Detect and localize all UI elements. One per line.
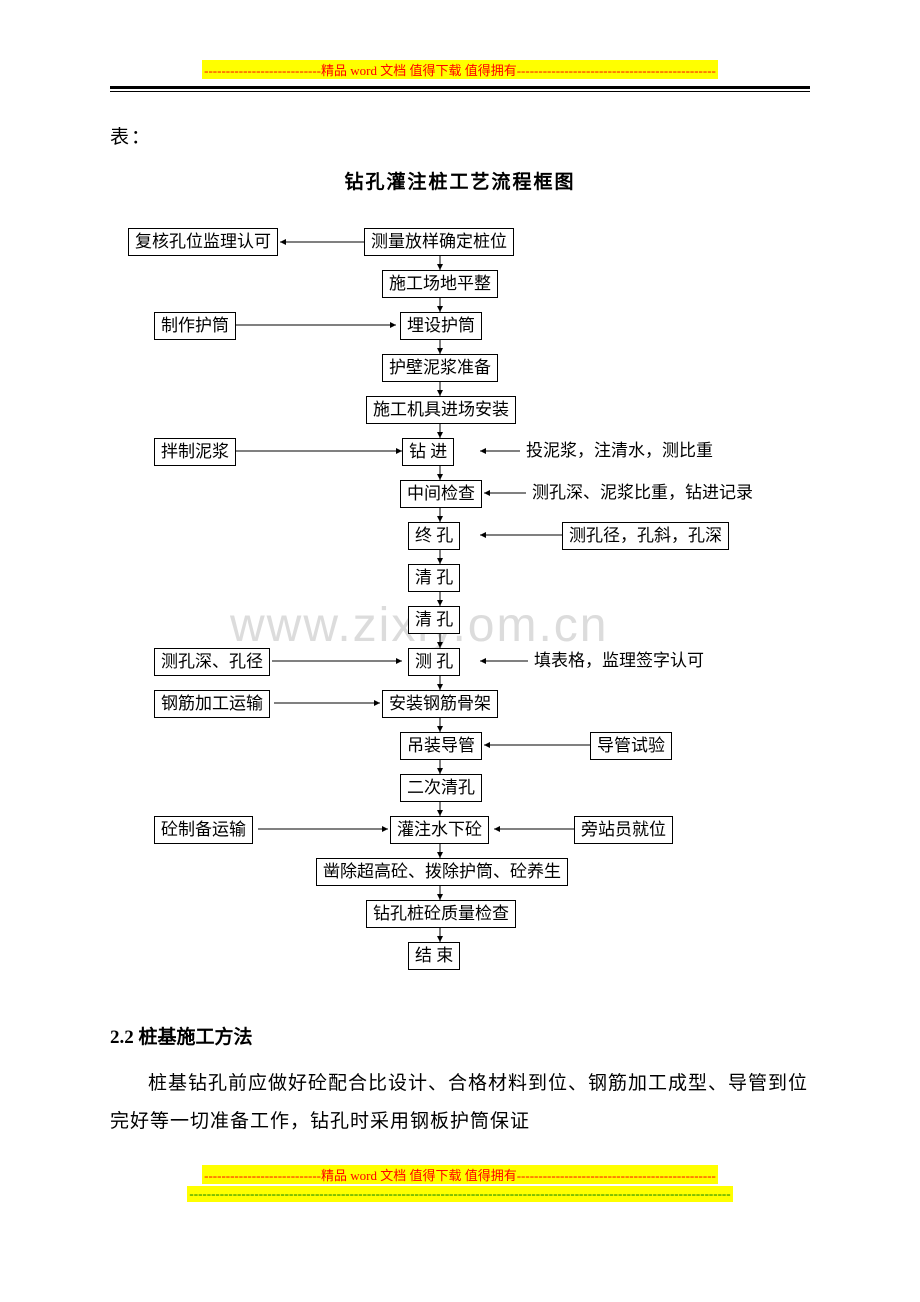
flowchart-diagram: www.zixiy.om.cn	[110, 228, 810, 988]
node-add-mud-water: 投泥浆，注清水，测比重	[520, 438, 719, 464]
header-banner-text: ---------------------------精品 word 文档 值得…	[202, 60, 718, 79]
node-fill-form-approve: 填表格，监理签字认可	[528, 648, 710, 674]
node-site-level: 施工场地平整	[382, 270, 498, 298]
node-mid-check: 中间检查	[400, 480, 482, 508]
section-heading: 2.2 桩基施工方法	[110, 1022, 810, 1049]
header-divider	[110, 86, 810, 92]
node-measure-dia-skew: 测孔径，孔斜，孔深	[562, 522, 729, 550]
node-second-clear: 二次清孔	[400, 774, 482, 802]
node-make-casing: 制作护筒	[154, 312, 236, 340]
node-end: 结 束	[408, 942, 460, 970]
node-install-casing: 埋设护筒	[400, 312, 482, 340]
header-banner: ---------------------------精品 word 文档 值得…	[110, 60, 810, 80]
node-mud-prep: 护壁泥浆准备	[382, 354, 498, 382]
footer: ---------------------------精品 word 文档 值得…	[110, 1165, 810, 1203]
node-mix-mud: 拌制泥浆	[154, 438, 236, 466]
node-final-hole: 终 孔	[408, 522, 460, 550]
node-recheck-approve: 复核孔位监理认可	[128, 228, 278, 256]
node-equip-install: 施工机具进场安装	[366, 396, 516, 424]
table-label: 表：	[110, 122, 810, 149]
node-install-rebar: 安装钢筋骨架	[382, 690, 498, 718]
node-measure-hole: 测 孔	[408, 648, 460, 676]
node-check-depth-mud: 测孔深、泥浆比重，钻进记录	[526, 480, 759, 506]
node-clear-hole: 清 孔	[408, 564, 460, 592]
node-measure-stake: 测量放样确定桩位	[364, 228, 514, 256]
footer-line1: ---------------------------精品 word 文档 值得…	[202, 1165, 718, 1184]
document-page: ---------------------------精品 word 文档 值得…	[0, 0, 920, 1243]
node-hoist-pipe: 吊装导管	[400, 732, 482, 760]
node-quality-check: 钻孔桩砼质量检查	[366, 900, 516, 928]
node-remove-cure: 凿除超高砼、拨除护筒、砼养生	[316, 858, 568, 886]
node-clear-hole-dup: 清 孔	[408, 606, 460, 634]
node-pour-concrete: 灌注水下砼	[390, 816, 489, 844]
diagram-title: 钻孔灌注桩工艺流程框图	[110, 167, 810, 194]
node-rebar-process: 钢筋加工运输	[154, 690, 270, 718]
section-body: 桩基钻孔前应做好砼配合比设计、合格材料到位、钢筋加工成型、导管到位完好等一切准备…	[110, 1065, 810, 1141]
node-drilling: 钻 进	[402, 438, 454, 466]
node-measure-depth-dia: 测孔深、孔径	[154, 648, 270, 676]
node-concrete-prep: 砼制备运输	[154, 816, 253, 844]
node-pipe-test: 导管试验	[590, 732, 672, 760]
footer-line2: ----------------------------------------…	[187, 1186, 732, 1202]
node-observer: 旁站员就位	[574, 816, 673, 844]
